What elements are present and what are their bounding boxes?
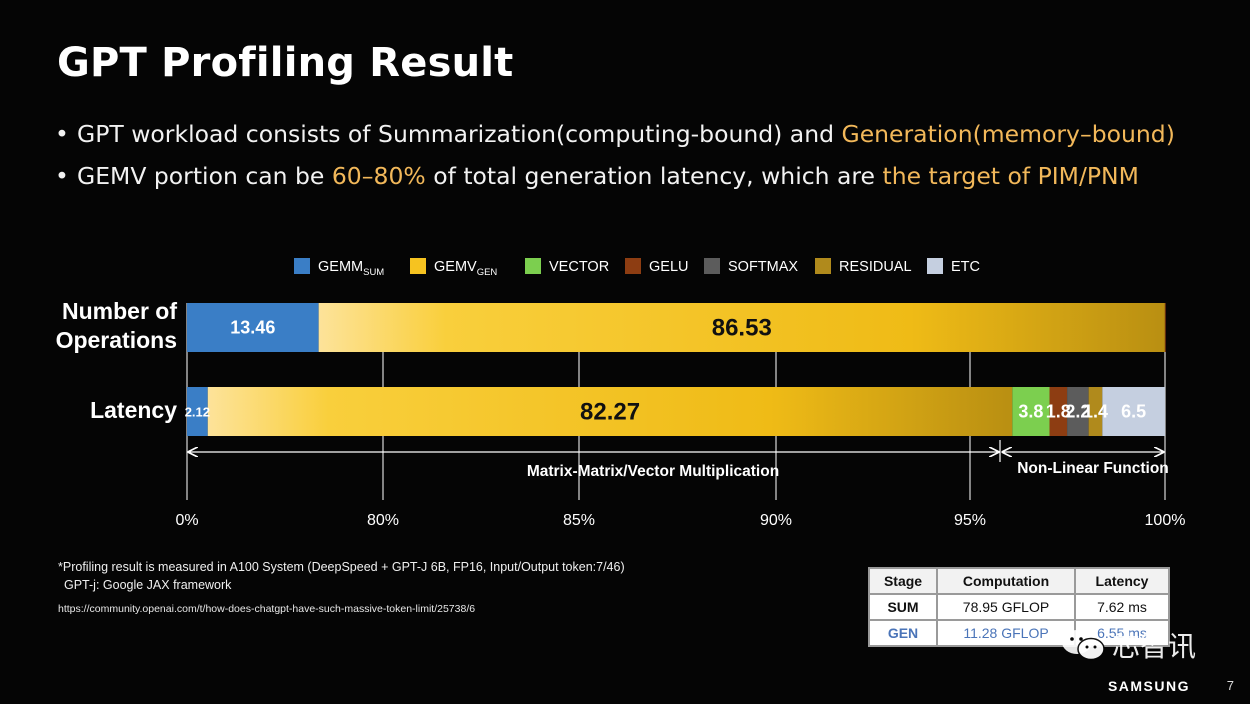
bullet-1-highlight: Generation(memory–bound) [841, 120, 1175, 148]
data-label: 1.8 [1046, 402, 1071, 422]
legend-swatch [704, 258, 720, 274]
bar-segment [187, 387, 208, 436]
footnote-2: GPT-j: Google JAX framework [64, 578, 232, 592]
bullet-2-text-b: of total generation latency, which are [425, 162, 883, 190]
bar-segment [1049, 387, 1068, 436]
bullet-2-text-a: GEMV portion can be [77, 162, 332, 190]
bullet-dot: • [55, 162, 69, 190]
legend-swatch [525, 258, 541, 274]
data-label: 1.4 [1083, 402, 1108, 422]
legend-swatch [410, 258, 426, 274]
tick-label: 80% [367, 512, 399, 529]
tick-label: 85% [563, 512, 595, 529]
annotation-label: Non-Linear Function [1017, 460, 1169, 477]
bullet-2: • GEMV portion can be 60–80% of total gen… [55, 162, 1139, 190]
data-label: 2.2 [1065, 402, 1090, 422]
table-cell: GEN [868, 619, 938, 647]
legend-swatch [927, 258, 943, 274]
bar-segment [1012, 387, 1050, 436]
bar-segment [207, 387, 1013, 436]
data-label: 86.53 [712, 315, 772, 342]
footnote-url[interactable]: https://community.openai.com/t/how-does-… [58, 603, 476, 615]
chart-legend: GEMMSUM GEMVGEN VECTOR GELU SOFTMAX RESIDUAL E… [294, 258, 980, 278]
table-header: Stage [868, 567, 938, 595]
tick-label: 100% [1145, 512, 1186, 529]
table-cell: 7.62 ms [1074, 593, 1170, 621]
category-label: Operations [56, 327, 177, 353]
table-row: SUM 78.95 GFLOP 7.62 ms [868, 593, 1170, 621]
bar-segment [1102, 387, 1165, 436]
legend-label: RESIDUAL [839, 259, 912, 275]
table-cell: 11.28 GFLOP [936, 619, 1076, 647]
table-header-row: Stage Computation Latency [868, 567, 1170, 595]
table-cell: 78.95 GFLOP [936, 593, 1076, 621]
bullet-2-highlight-a: 60–80% [331, 162, 426, 190]
legend-label: SOFTMAX [728, 259, 798, 275]
bullet-2-highlight-b: the target of PIM/PNM [882, 162, 1139, 190]
legend-label: GEMMSUM [318, 259, 384, 278]
profiling-chart: GEMMSUM GEMVGEN VECTOR GELU SOFTMAX RESIDUAL E… [56, 258, 1186, 529]
category-label: Latency [90, 397, 177, 423]
tick-label: 95% [954, 512, 986, 529]
data-label: 6.5 [1121, 402, 1146, 422]
legend-swatch [625, 258, 641, 274]
wechat-icon [1062, 630, 1105, 661]
legend-label: VECTOR [549, 259, 609, 275]
annotation-label: Matrix-Matrix/Vector Multiplication [527, 463, 779, 480]
bullet-1-text: GPT workload consists of Summarization(c… [77, 120, 842, 148]
slide-title: GPT Profiling Result [57, 40, 514, 86]
data-label: 3.8 [1018, 402, 1043, 422]
table-cell: SUM [868, 593, 938, 621]
bar-segment [187, 303, 319, 352]
samsung-logo: SAMSUNG [1107, 678, 1190, 694]
bullet-1: • GPT workload consists of Summarization(… [55, 120, 1175, 148]
table-header: Latency [1074, 567, 1170, 595]
footnote-1: *Profiling result is measured in A100 Sy… [58, 560, 625, 574]
tick-label: 90% [760, 512, 792, 529]
tick-label: 0% [175, 512, 198, 529]
legend-swatch [294, 258, 310, 274]
legend-swatch [815, 258, 831, 274]
bar-segment [318, 303, 1165, 352]
legend-label: ETC [951, 259, 980, 275]
bullet-dot: • [55, 120, 69, 148]
table-header: Computation [936, 567, 1076, 595]
data-label: 2.12 [185, 405, 210, 420]
data-label: 13.46 [230, 318, 275, 338]
bar-segment [1164, 303, 1166, 352]
data-label: 82.27 [580, 399, 640, 426]
legend-label: GEMVGEN [434, 259, 497, 278]
legend-label: GELU [649, 259, 689, 275]
bar-segment [1067, 387, 1089, 436]
bar-segment [1088, 387, 1103, 436]
category-label: Number of [62, 298, 177, 324]
page-number: 7 [1226, 678, 1234, 693]
watermark: 芯智讯 [1112, 630, 1197, 663]
